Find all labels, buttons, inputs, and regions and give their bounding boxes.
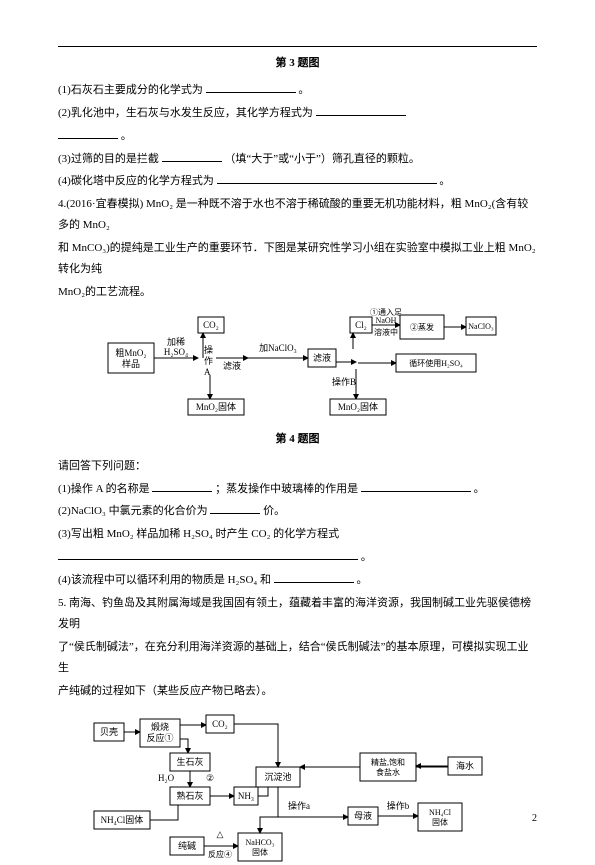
d2-nh4clb1: NH₄Cl <box>429 808 452 817</box>
a3b-text: 。 <box>361 551 372 563</box>
q3-3b: （填“大于”或“小于”）筛孔直径的颗粒。 <box>224 153 420 165</box>
d2-circ2: ② <box>206 773 214 783</box>
blank-4 <box>217 174 437 185</box>
q3-4-text: (4)碳化塔中反应的化学方程式为 <box>58 175 214 187</box>
d1-abs4: ②蒸发 <box>410 322 434 332</box>
d1-raw-1: 粗MnO₂ <box>115 347 146 358</box>
d1-opa-2: 作 <box>204 355 213 366</box>
caption-q3: 第 3 题图 <box>58 53 537 74</box>
d2-co2: CO₂ <box>212 719 228 729</box>
d2-jb1: 精盐,饱和 <box>371 757 405 767</box>
diagram-q4: 粗MnO₂ 样品 加稀 H₂SO₄ CO₂ 操 作 A MnO₂固体 滤液 加N… <box>98 307 498 427</box>
a2a: (2)NaClO₃ 中氯元素的化合价为 <box>58 505 208 517</box>
top-rule <box>58 46 537 47</box>
d2-chendian: 沉淀池 <box>264 771 291 782</box>
a3a: (3)写出粗 MnO₂ 样品加稀 H₂SO₄ 时产生 CO₂ 的化学方程式 <box>58 528 339 540</box>
d1-filtrate2: 滤液 <box>312 352 330 363</box>
a1a: (1)操作 A 的名称是 <box>58 483 150 495</box>
blank-a1b <box>361 481 471 492</box>
q5-3: 产纯碱的过程如下（某些反应产物已略去）。 <box>58 681 537 702</box>
d1-cl2: Cl₂ <box>355 320 367 330</box>
d2-nh4cl-sol: NH₄Cl固体 <box>100 814 143 825</box>
a4a: (4)该流程中可以循环利用的物质是 H₂SO₄ 和 <box>58 574 271 586</box>
page-root: 第 3 题图 (1)石灰石主要成分的化学式为 。 (2)乳化池中，生石灰与水发生… <box>0 0 595 842</box>
caption-q4: 第 4 题图 <box>58 429 537 450</box>
d1-add1b: H₂SO₄ <box>163 347 187 357</box>
d2-shengshihui: 生石灰 <box>176 756 203 767</box>
d2-haishui: 海水 <box>455 760 473 771</box>
d2-nh4clb2: 固体 <box>432 817 448 827</box>
q3-2: (2)乳化池中，生石灰与水发生反应，其化学方程式为 <box>58 103 537 124</box>
d2-rxn4: 反应④ <box>208 849 232 859</box>
diagram-q5: 贝壳 煅烧 反应① CO₂ 生石灰 H₂O ② 熟石灰 NH₄Cl固体 纯碱 △… <box>88 705 508 865</box>
d2-duan1: 煅烧 <box>150 721 168 732</box>
a2b: 价。 <box>263 505 285 517</box>
blank-a4 <box>274 572 354 583</box>
d2-nahco3a: NaHCO₃ <box>245 838 274 847</box>
a2: (2)NaClO₃ 中氯元素的化合价为 价。 <box>58 501 537 522</box>
d1-filtrate: 滤液 <box>222 360 240 371</box>
d2-chundan: 纯碱 <box>177 840 195 851</box>
d2-duan2: 反应① <box>146 732 173 743</box>
d2-nahco3b: 固体 <box>252 847 268 857</box>
a4b: 。 <box>357 574 368 586</box>
d2-opb: 操作b <box>386 800 409 811</box>
d1-opb: 操作B <box>332 376 356 387</box>
q3-1-text: (1)石灰石主要成分的化学式为 <box>58 84 203 96</box>
q4-intro-3: MnO₂的工艺流程。 <box>58 282 537 303</box>
d1-recycle: 循环使用H₂SO₄ <box>409 358 463 368</box>
d1-naclo3: 加NaClO₃ <box>259 343 297 353</box>
q3-2-end: 。 <box>121 130 132 142</box>
a1b: ；蒸发操作中玻璃棒的作用是 <box>215 483 358 495</box>
d2-muye: 母液 <box>353 810 371 821</box>
d1-mno2-2: MnO₂固体 <box>337 401 377 412</box>
d2-jb2: 食盐水 <box>376 767 400 777</box>
d1-mno: MnO₂固体 <box>195 401 235 412</box>
blank-2 <box>316 105 406 116</box>
q3-1-end: 。 <box>298 84 309 96</box>
blank-a1 <box>152 481 212 492</box>
d1-co2: CO₂ <box>203 320 219 330</box>
blank-a2 <box>210 504 260 515</box>
d2-h2o: H₂O <box>158 773 175 783</box>
q3-4: (4)碳化塔中反应的化学方程式为 。 <box>58 171 537 192</box>
blank-1 <box>206 82 296 93</box>
d2-shushihui: 熟石灰 <box>176 790 203 801</box>
d1-abs3: 溶液中 <box>374 327 398 337</box>
q3-4-end: 。 <box>439 175 450 187</box>
q5-2: 了“侯氏制碱法”，在充分利用海洋资源的基础上，结合“侯氏制碱法”的基本原理，可模… <box>58 637 537 679</box>
a3: (3)写出粗 MnO₂ 样品加稀 H₂SO₄ 时产生 CO₂ 的化学方程式 <box>58 524 537 545</box>
q3-2-text: (2)乳化池中，生石灰与水发生反应，其化学方程式为 <box>58 107 313 119</box>
d2-nh3: NH₃ <box>237 791 253 801</box>
q5-1: 5. 南海、钓鱼岛及其附属海域是我国固有领土，蕴藏着丰富的海洋资源，我国制碱工业… <box>58 593 537 635</box>
q3-3: (3)过筛的目的是拦截 （填“大于”或“小于”）筛孔直径的颗粒。 <box>58 149 537 170</box>
d1-add1a: 加稀 <box>166 336 184 347</box>
d2-beike: 贝壳 <box>99 726 117 737</box>
ans-head: 请回答下列问题： <box>58 456 537 477</box>
d2-opa: 操作a <box>288 800 310 811</box>
blank-2b <box>58 128 118 139</box>
page-number: 2 <box>532 809 537 828</box>
d2-tri: △ <box>216 829 223 839</box>
a1: (1)操作 A 的名称是 ；蒸发操作中玻璃棒的作用是 。 <box>58 479 537 500</box>
d1-raw-2: 样品 <box>121 358 139 369</box>
a1c: 。 <box>474 483 485 495</box>
blank-3 <box>162 151 222 162</box>
d1-abs2: NaOH <box>375 316 396 325</box>
q3-3a: (3)过筛的目的是拦截 <box>58 153 159 165</box>
d1-opa-1: 操 <box>204 344 213 355</box>
d1-naclo3-box: NaClO₃ <box>468 322 494 331</box>
q3-2b: 。 <box>58 126 537 147</box>
a4: (4)该流程中可以循环利用的物质是 H₂SO₄ 和 。 <box>58 570 537 591</box>
blank-a3 <box>58 549 358 560</box>
q4-intro-1: 4.(2016·宜春模拟) MnO₂ 是一种既不溶于水也不溶于稀硫酸的重要无机功… <box>58 194 537 236</box>
q3-1: (1)石灰石主要成分的化学式为 。 <box>58 80 537 101</box>
q4-intro-2: 和 MnCO₃)的提纯是工业生产的重要环节．下图是某研究性学习小组在实验室中模拟… <box>58 238 537 280</box>
a3b: 。 <box>58 547 537 568</box>
